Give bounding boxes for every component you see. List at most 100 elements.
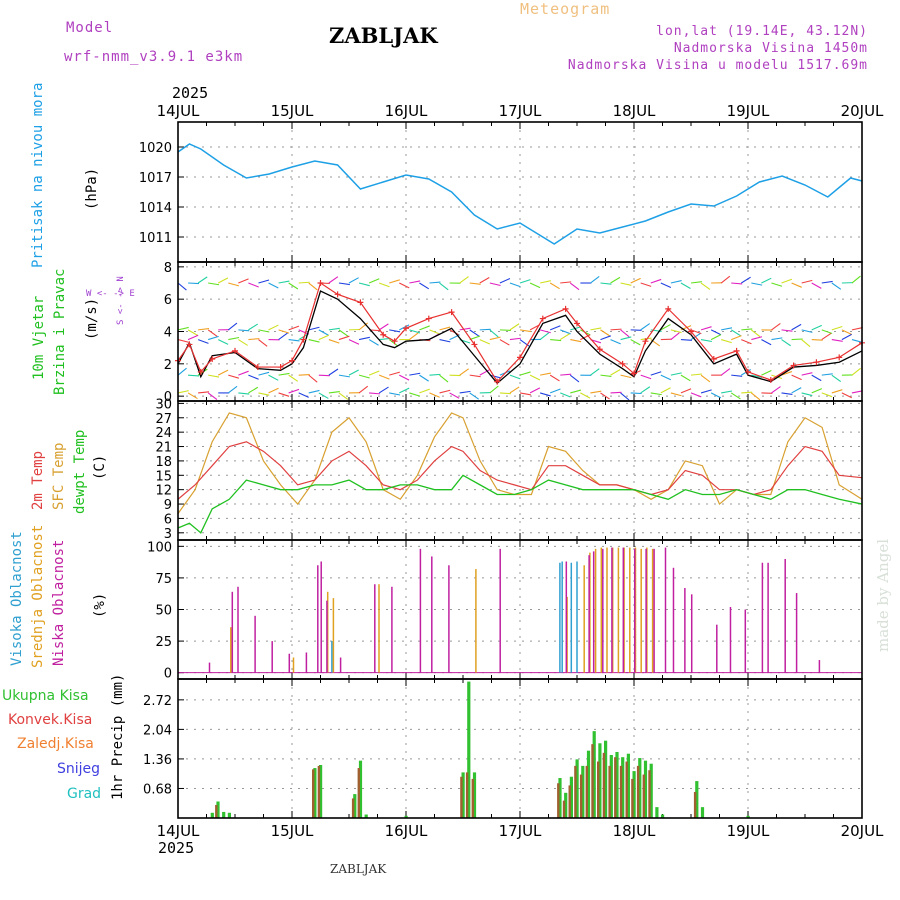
wind-barb (278, 329, 290, 334)
wind-barb (278, 332, 288, 341)
precip-total-bar (700, 807, 705, 818)
wind-barb (821, 373, 833, 376)
wind-model-point (767, 376, 774, 383)
wind-barb (298, 392, 309, 398)
wind-model-point (494, 378, 501, 385)
wind-barb (640, 337, 652, 341)
wind-barb (449, 392, 460, 399)
x-label-bottom: 18JUL (613, 822, 656, 840)
wind-barb (811, 339, 823, 341)
wind-barb (268, 374, 279, 381)
wind-barb (378, 374, 390, 380)
wind-barb (409, 372, 421, 376)
wind-barb (268, 324, 279, 331)
wind-barb (730, 329, 741, 337)
year-top: 2025 (172, 84, 209, 102)
station-title: ZABLJAK (329, 23, 438, 48)
wind-barb (741, 276, 751, 284)
wind-model-point (733, 347, 740, 354)
wind-model-point (300, 336, 307, 343)
wind-barb (499, 278, 511, 284)
wind-barb (731, 374, 743, 377)
wind-barb (720, 368, 731, 376)
x-label-bottom: 16JUL (385, 822, 428, 840)
wind-barb (610, 276, 621, 284)
wind-barb (610, 369, 621, 376)
y-tick-label: 8 (164, 261, 172, 276)
wind-barb (791, 282, 802, 288)
wind-model-point (688, 328, 694, 335)
wind-barb (650, 278, 662, 284)
wind-barb (811, 374, 822, 382)
wind-barb (188, 374, 200, 377)
wind-barb (761, 339, 772, 346)
wind-barb (570, 389, 582, 394)
wind-barb (771, 337, 783, 341)
wind-model-point (790, 362, 797, 369)
wind-barb (258, 371, 270, 376)
wind-barb (358, 374, 370, 379)
wind-barb (198, 327, 210, 331)
wind-barb (851, 367, 861, 376)
wind-barb (409, 329, 421, 334)
wind-barb (429, 329, 440, 335)
wind-barb (378, 386, 389, 394)
wind-barb (610, 328, 622, 331)
wind-barb (519, 392, 531, 396)
wind-barb (228, 336, 240, 341)
legend-rain-conv: Konvek.Kisa (8, 712, 93, 728)
wind-barb (208, 335, 219, 341)
wind-barb (590, 390, 602, 394)
legend-hail: Grad (67, 786, 102, 802)
wind-barb (529, 387, 541, 394)
precip-total-bar (313, 768, 317, 818)
wind-barb (630, 277, 641, 284)
x-label-bottom: 15JUL (271, 822, 314, 840)
wind-barb (610, 339, 621, 345)
wind-barb (328, 391, 340, 394)
wind-barb (318, 334, 330, 341)
wind-barb (660, 324, 671, 331)
precip-conv-bar (631, 778, 634, 818)
wind-barb (700, 389, 712, 394)
wind-barb (177, 339, 189, 343)
wind-barb (741, 339, 752, 345)
wind-barb (550, 339, 562, 342)
y-tick-label: 6 (164, 512, 172, 527)
wind-barb (580, 392, 591, 399)
wind-barb (328, 327, 340, 331)
wind-barb (560, 329, 571, 335)
precip-total-bar (592, 731, 596, 818)
x-label-top: 16JUL (385, 102, 428, 120)
precip-total-bar (358, 760, 363, 818)
precip-conv-bar (591, 744, 594, 818)
y-tick-label: 4 (164, 326, 172, 341)
panel-0: 1011 1014 1017 1020 (139, 121, 863, 263)
wind-barb (620, 392, 630, 401)
wind-barb (771, 322, 781, 331)
precip-conv-bar (602, 752, 606, 818)
precip-conv-bar (317, 765, 321, 818)
y-tick-label: 0 (164, 390, 172, 405)
wind-barb (238, 370, 249, 376)
wind-model-point (357, 299, 364, 306)
wind-barb (700, 282, 711, 290)
wind-barb (318, 329, 329, 336)
wind-barb (721, 327, 733, 331)
wind-barb (851, 327, 863, 331)
wind-barb (690, 281, 702, 284)
wind-barb (831, 339, 843, 342)
wind-barb (489, 329, 499, 338)
wind-model-point (665, 305, 672, 312)
wind-barb (469, 374, 481, 378)
y-tick-label: 2 (164, 358, 172, 373)
precip-conv-bar (557, 783, 560, 818)
wind-barb (419, 325, 430, 331)
wind-barb (499, 329, 511, 332)
precip-total-bar (222, 811, 226, 818)
wind-barb (318, 374, 330, 377)
wind-barb (791, 387, 802, 394)
wind-barb (268, 282, 279, 289)
wind-barb (519, 279, 531, 284)
